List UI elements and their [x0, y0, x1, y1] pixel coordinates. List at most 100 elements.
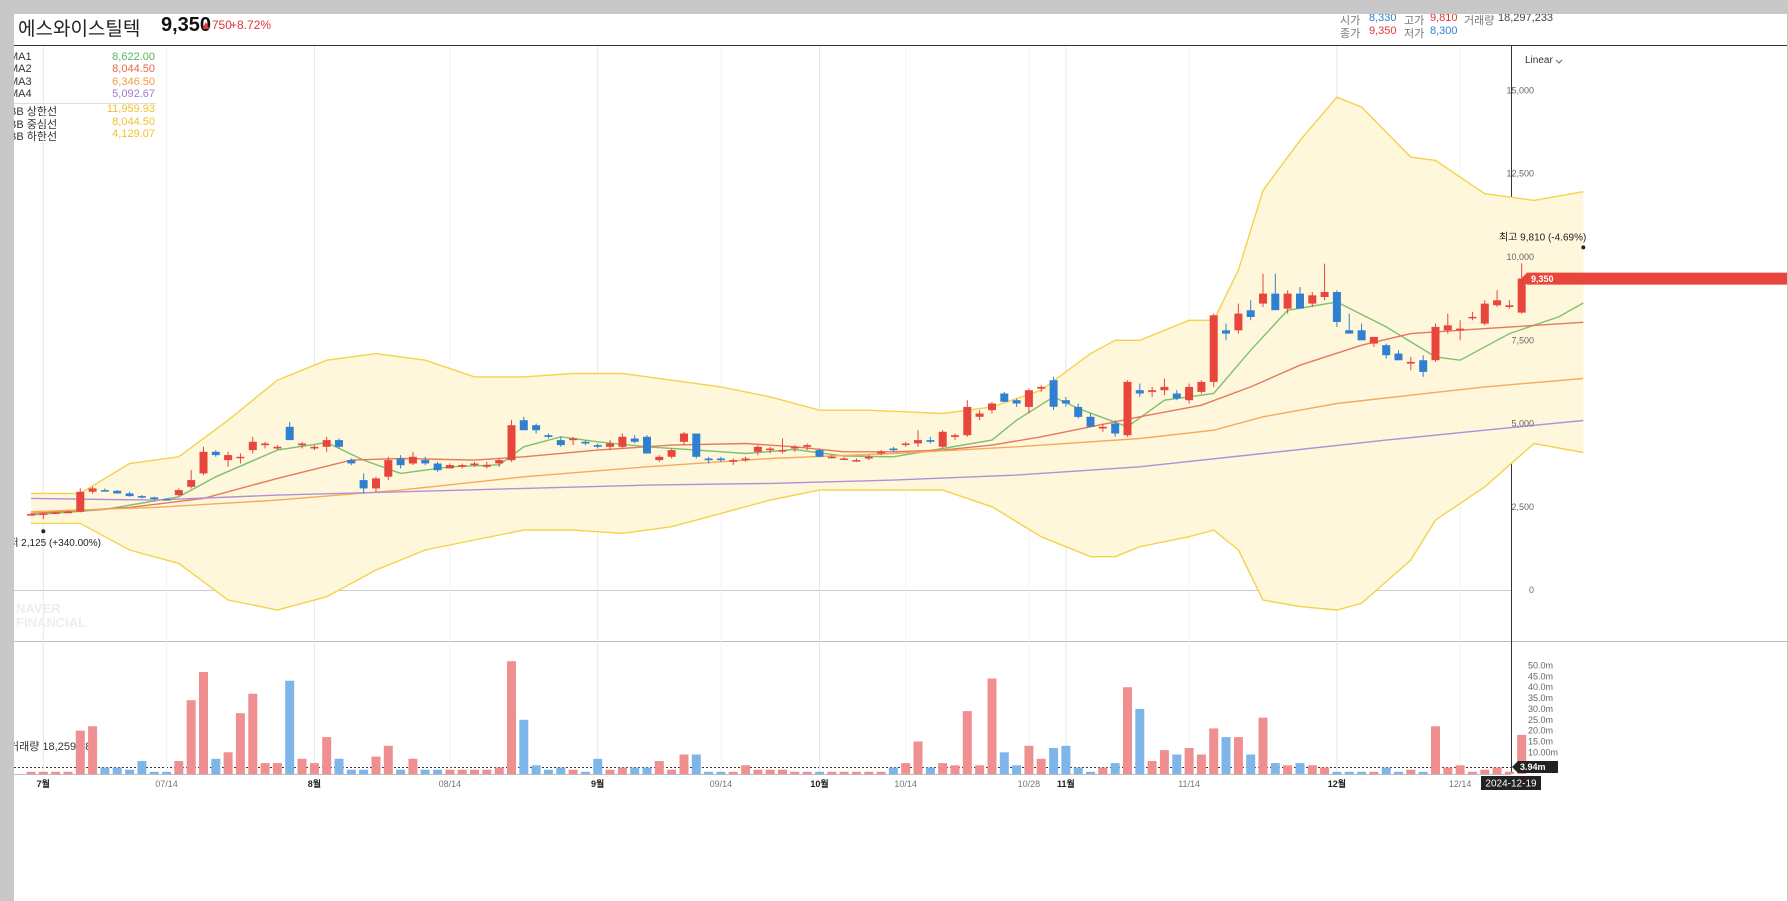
volume-bar	[1443, 767, 1453, 774]
x-tick-label: 10/14	[894, 779, 917, 789]
candle-body	[64, 511, 72, 514]
candle	[1357, 323, 1366, 341]
candle	[335, 438, 343, 449]
volume-bar	[1357, 771, 1367, 774]
candle	[100, 488, 109, 492]
candle	[482, 461, 491, 469]
high-value: 9,810	[1430, 14, 1458, 24]
volume-bar	[1467, 771, 1477, 774]
change-amount: ▲750	[200, 18, 232, 32]
volume-bar	[580, 771, 590, 774]
candle-body	[778, 450, 787, 452]
candle-body	[1320, 292, 1329, 297]
candle-body	[1222, 330, 1230, 334]
x-tick-label: 10월	[810, 778, 828, 789]
date-tag	[1481, 776, 1541, 790]
volume-bar	[1344, 771, 1354, 774]
last-volume-label: 3.94m	[1520, 762, 1546, 772]
volume-bar	[987, 678, 997, 774]
volume-bar	[519, 719, 529, 775]
candle-body	[396, 458, 405, 466]
candle	[926, 436, 935, 444]
volume-bar	[383, 745, 393, 774]
candle-body	[88, 488, 97, 492]
volume-tick-label: 45.0m	[1528, 671, 1553, 681]
candle-body	[1456, 328, 1465, 331]
legend-value: 11,959.93	[106, 103, 155, 116]
price-tick-label: 12,500	[1506, 169, 1534, 179]
volume-bar	[272, 763, 282, 774]
candle-body	[569, 438, 578, 441]
x-tick-label: 11월	[1057, 778, 1075, 789]
candle-body	[1074, 406, 1083, 417]
candle-body	[1098, 426, 1107, 429]
candle-body	[1148, 390, 1157, 392]
legend-value: 4,129.07	[112, 127, 155, 140]
candle-body	[729, 460, 738, 462]
candle	[1468, 311, 1477, 321]
candle-body	[1246, 310, 1255, 317]
candle	[384, 456, 393, 481]
volume-bar	[568, 769, 578, 774]
candle	[1505, 300, 1514, 309]
candle-body	[1197, 381, 1206, 392]
candle-body	[76, 491, 85, 512]
volume-bar	[1258, 717, 1268, 774]
candle	[852, 458, 861, 462]
candle	[951, 433, 959, 441]
candle	[150, 496, 159, 501]
candle-body	[1431, 326, 1440, 361]
x-tick-label: 12월	[1328, 778, 1346, 789]
candle-body	[1209, 315, 1218, 382]
bollinger-band-fill	[31, 97, 1584, 610]
candle	[790, 445, 799, 452]
volume-bar	[420, 769, 430, 774]
candle-body	[1332, 292, 1341, 322]
volume-bar	[938, 763, 948, 774]
volume-bar	[839, 771, 849, 774]
candle	[1086, 413, 1095, 427]
candle-body	[421, 460, 430, 464]
legend-value: 6,346.50	[112, 75, 155, 88]
candle-body	[298, 443, 306, 446]
volume-bar	[1492, 767, 1502, 774]
candle-body	[790, 446, 799, 449]
candle	[1382, 343, 1391, 359]
volume-bar	[482, 769, 492, 774]
candle-body	[236, 456, 245, 459]
candle	[1012, 398, 1021, 407]
volume-bar	[876, 771, 886, 774]
candle-body	[914, 440, 922, 444]
volume-bar	[457, 769, 467, 774]
volume-bar	[1246, 754, 1256, 774]
candle-body	[1345, 330, 1354, 334]
volume-tick-label: 40.0m	[1528, 682, 1553, 692]
candle-body	[692, 433, 701, 457]
candle	[1283, 290, 1292, 314]
candle	[187, 470, 196, 489]
legend-item: BB 하한선 4,129.07	[14, 128, 155, 144]
scale-mode-selector[interactable]: Linear	[1525, 55, 1553, 66]
volume-label: 거래량	[1464, 15, 1495, 27]
candle	[1296, 286, 1304, 309]
candle	[581, 440, 590, 446]
volume-bar	[778, 769, 787, 774]
candle-body	[39, 513, 48, 515]
volume-bar	[815, 771, 824, 774]
x-tick-label: 12/14	[1449, 779, 1472, 789]
candle	[1493, 290, 1502, 307]
candle-body	[680, 433, 688, 442]
candle	[137, 495, 146, 499]
candle	[470, 461, 479, 467]
candle	[840, 456, 849, 461]
volume-bar	[26, 771, 36, 774]
candle-body	[704, 458, 713, 461]
candle-body	[433, 463, 442, 471]
volume-bar	[309, 763, 319, 774]
date-tag-label: 2024-12-19	[1485, 779, 1537, 790]
candle-body	[408, 456, 417, 464]
header: 에스와이스틸텍 9,350 ▲750 +8.72% 시가 8,330 고가 9,…	[14, 14, 1787, 52]
volume-bar	[1184, 748, 1194, 774]
candle	[211, 450, 220, 457]
